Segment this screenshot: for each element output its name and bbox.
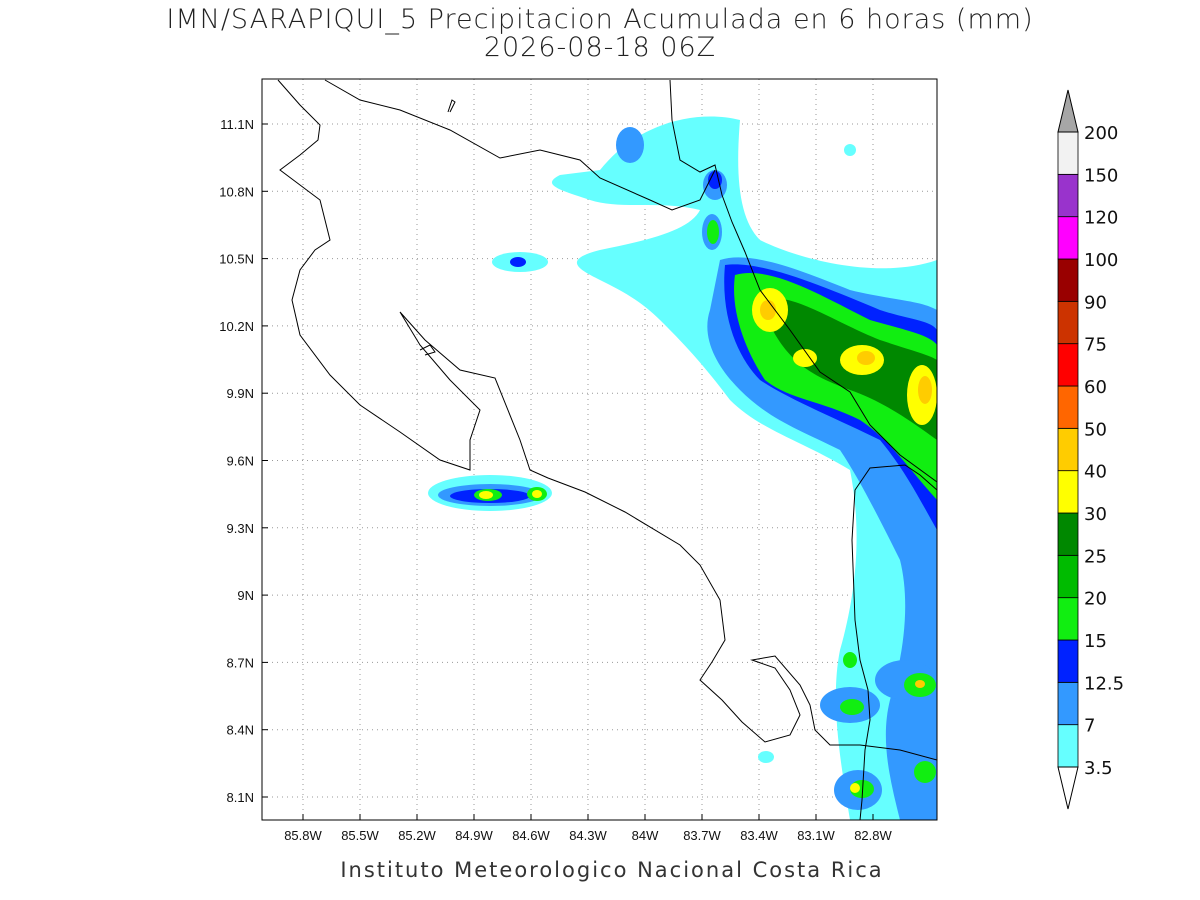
lat-label: 10.5N (219, 252, 254, 267)
lon-label: 82.8W (854, 828, 892, 843)
colorbar-swatch (1057, 131, 1079, 175)
lat-label: 8.1N (227, 790, 254, 805)
lon-label: 84.6W (512, 828, 550, 843)
colorbar-swatch (1057, 724, 1079, 768)
lat-label: 9.6N (227, 454, 254, 469)
rain-area (840, 699, 864, 715)
rain-area (760, 300, 776, 320)
colorbar-swatch (1057, 173, 1079, 218)
rain-area (843, 652, 857, 668)
colorbar-label: 120 (1084, 208, 1118, 229)
rain-area (844, 144, 856, 156)
rain-area (708, 171, 722, 189)
colorbar-label: 90 (1084, 292, 1107, 313)
colorbar-label: 60 (1084, 377, 1107, 398)
colorbar: 3.5 7 12.5 15 20 25 30 40 50 60 75 90 100 120 150 200 (1057, 89, 1124, 810)
lat-label: 10.2N (219, 319, 254, 334)
axis-labels: 85.8W 85.5W 85.2W 84.9W 84.6W 84.3W 84W 83.7W 83… (219, 117, 892, 843)
lat-label: 9.3N (227, 521, 254, 536)
rain-area (915, 680, 925, 688)
lat-label: 10.8N (219, 184, 254, 199)
lat-label: 9N (237, 588, 254, 603)
colorbar-swatch (1057, 470, 1079, 514)
title: IMN/SARAPIQUI_5 Precipitacion Acumulada … (166, 4, 1033, 35)
lat-label: 11.1N (220, 117, 254, 132)
colorbar-swatch (1057, 681, 1079, 726)
colorbar-label: 20 (1084, 589, 1107, 610)
map-frame (261, 78, 938, 821)
colorbar-swatch (1057, 216, 1079, 260)
footer: Instituto Meteorologico Nacional Costa R… (340, 858, 883, 882)
colorbar-swatch (1057, 597, 1079, 641)
lat-label: 9.9N (227, 386, 254, 401)
lon-label: 84.9W (455, 828, 493, 843)
lon-label: 84.3W (569, 828, 607, 843)
colorbar-label: 100 (1084, 250, 1118, 271)
rain-area (793, 349, 817, 367)
colorbar-label: 7 (1084, 716, 1095, 737)
colorbar-label: 75 (1084, 335, 1107, 356)
colorbar-swatch (1057, 343, 1079, 387)
lon-label: 85.8W (284, 828, 322, 843)
rain-area (914, 761, 936, 783)
colorbar-swatch (1057, 385, 1079, 429)
rain-area (850, 783, 860, 793)
colorbar-label: 200 (1084, 123, 1118, 144)
lat-label: 8.7N (227, 655, 254, 670)
lat-label: 8.4N (227, 723, 254, 738)
colorbar-swatch (1057, 300, 1079, 345)
colorbar-swatch (1057, 512, 1079, 556)
rain-area (918, 376, 932, 404)
colorbar-label: 50 (1084, 419, 1107, 440)
colorbar-label: 3.5 (1084, 758, 1113, 779)
colorbar-label: 40 (1084, 462, 1107, 483)
rain-area (707, 220, 719, 244)
rain-area (510, 257, 526, 267)
colorbar-swatch (1057, 554, 1079, 599)
colorbar-swatch (1057, 427, 1079, 472)
rain-area (758, 751, 774, 763)
colorbar-label: 150 (1084, 165, 1118, 186)
colorbar-label: 25 (1084, 546, 1107, 567)
lon-label: 83.4W (740, 828, 778, 843)
lon-label: 85.5W (341, 828, 379, 843)
colorbar-over (1057, 89, 1079, 133)
lon-label: 85.2W (398, 828, 436, 843)
precip-field (428, 116, 937, 820)
lon-label: 83.1W (797, 828, 835, 843)
subtitle: 2026-08-18 06Z (484, 32, 716, 63)
rain-area (479, 491, 493, 499)
colorbar-under (1057, 766, 1079, 810)
rain-area (532, 490, 542, 498)
rain-area (857, 351, 875, 365)
lon-label: 84W (632, 828, 659, 843)
colorbar-label: 15 (1084, 631, 1107, 652)
rain-area (616, 127, 644, 163)
coastlines (277, 79, 937, 820)
colorbar-swatch (1057, 639, 1079, 683)
colorbar-label: 30 (1084, 504, 1107, 525)
lon-label: 83.7W (683, 828, 721, 843)
colorbar-swatch (1057, 258, 1079, 302)
colorbar-label: 12.5 (1084, 673, 1124, 694)
